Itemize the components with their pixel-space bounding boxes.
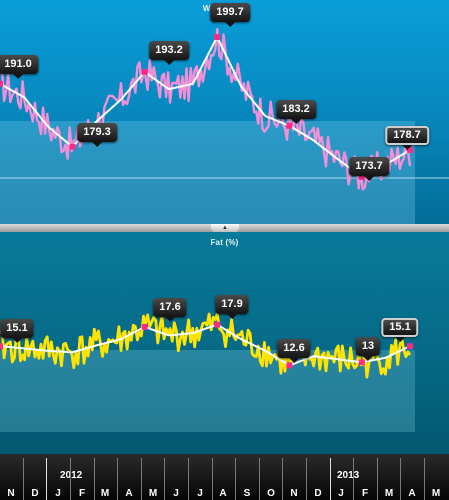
- fat-chart-title: Fat (%): [210, 238, 239, 247]
- weight-callout-6[interactable]: 173.7: [349, 157, 389, 181]
- month-label: M: [148, 488, 158, 499]
- month-label: N: [7, 488, 15, 499]
- weight-trend-line: [0, 35, 411, 178]
- timeline-tick: [117, 458, 118, 500]
- weight-trend-series: [0, 35, 411, 178]
- month-label: M: [384, 488, 394, 499]
- timeline-tick: [235, 458, 236, 500]
- month-label: O: [267, 488, 275, 499]
- timeline-tick: [94, 458, 95, 500]
- month-label: D: [314, 488, 322, 499]
- timeline-tick: [353, 458, 354, 500]
- month-label: A: [219, 488, 227, 499]
- weight-callout-4[interactable]: 199.7: [210, 3, 250, 27]
- weight-callout-latest[interactable]: 178.7: [385, 126, 429, 150]
- month-label: M: [100, 488, 110, 499]
- fat-markers: [0, 321, 413, 369]
- weight-chart[interactable]: Weight (lb) 191.0 179.3 193.2 199.7 183.…: [0, 0, 449, 224]
- weight-callout-5[interactable]: 183.2: [276, 100, 316, 124]
- weight-marker[interactable]: [141, 69, 148, 75]
- fat-marker[interactable]: [141, 323, 148, 330]
- weight-marker[interactable]: [286, 122, 293, 129]
- timeline-tick: [212, 458, 213, 500]
- weight-callout-3[interactable]: 193.2: [149, 41, 189, 65]
- month-label: J: [173, 488, 179, 499]
- fat-raw-series: [0, 312, 412, 379]
- timeline-tick: [259, 458, 260, 500]
- fat-chart[interactable]: Fat (%) 15.1 17.6 17.9 12.6 13 15.1: [0, 232, 449, 454]
- month-label: J: [55, 488, 61, 499]
- timeline-tick: [306, 458, 307, 500]
- weight-marker[interactable]: [69, 143, 76, 150]
- weight-callout-2[interactable]: 179.3: [77, 123, 117, 147]
- timeline-tick: [23, 458, 24, 500]
- weight-plot[interactable]: [0, 0, 449, 224]
- fat-callout-latest[interactable]: 15.1: [381, 318, 419, 342]
- month-label: S: [243, 488, 251, 499]
- timeline-tick: [330, 458, 331, 500]
- timeline-tick: [46, 458, 47, 500]
- month-label: D: [31, 488, 39, 499]
- timeline-tick: [424, 458, 425, 500]
- timeline-tick: [188, 458, 189, 500]
- month-label: F: [78, 488, 86, 499]
- month-label: A: [408, 488, 416, 499]
- fat-trend-series: [0, 323, 411, 367]
- divider-handle-icon[interactable]: ▲: [211, 224, 239, 232]
- fat-callout-1[interactable]: 15.1: [0, 319, 34, 343]
- year-label-2013: 2013: [337, 470, 360, 481]
- fat-callout-3[interactable]: 17.9: [215, 295, 249, 319]
- fat-trend-line: [0, 323, 411, 367]
- weight-marker[interactable]: [0, 80, 3, 87]
- timeline-tick: [164, 458, 165, 500]
- fat-raw-line: [0, 312, 412, 379]
- timeline-scrubber[interactable]: 2012 2013 N D J F M A M J J A S O N D J F M A M: [0, 454, 449, 500]
- timeline-tick: [141, 458, 142, 500]
- weight-raw-series: [0, 28, 412, 191]
- timeline-tick: [282, 458, 283, 500]
- fat-marker[interactable]: [407, 343, 413, 350]
- month-label: A: [125, 488, 133, 499]
- weight-callout-1[interactable]: 191.0: [0, 55, 38, 79]
- month-label: M: [431, 488, 441, 499]
- fat-marker[interactable]: [214, 321, 221, 328]
- fat-callout-4[interactable]: 12.6: [277, 339, 311, 363]
- timeline-tick: [70, 458, 71, 500]
- weight-raw-line: [0, 28, 412, 191]
- fat-marker[interactable]: [286, 362, 293, 369]
- month-label: J: [338, 488, 344, 499]
- month-label: J: [197, 488, 203, 499]
- month-label: N: [290, 488, 298, 499]
- fat-callout-2[interactable]: 17.6: [153, 298, 187, 322]
- year-label-2012: 2012: [60, 470, 83, 481]
- fat-marker[interactable]: [0, 343, 3, 350]
- timeline-tick: [400, 458, 401, 500]
- fat-callout-5[interactable]: 13: [355, 337, 381, 361]
- weight-marker[interactable]: [214, 34, 221, 40]
- fat-plot[interactable]: [0, 232, 449, 454]
- month-label: F: [361, 488, 369, 499]
- timeline-tick: [377, 458, 378, 500]
